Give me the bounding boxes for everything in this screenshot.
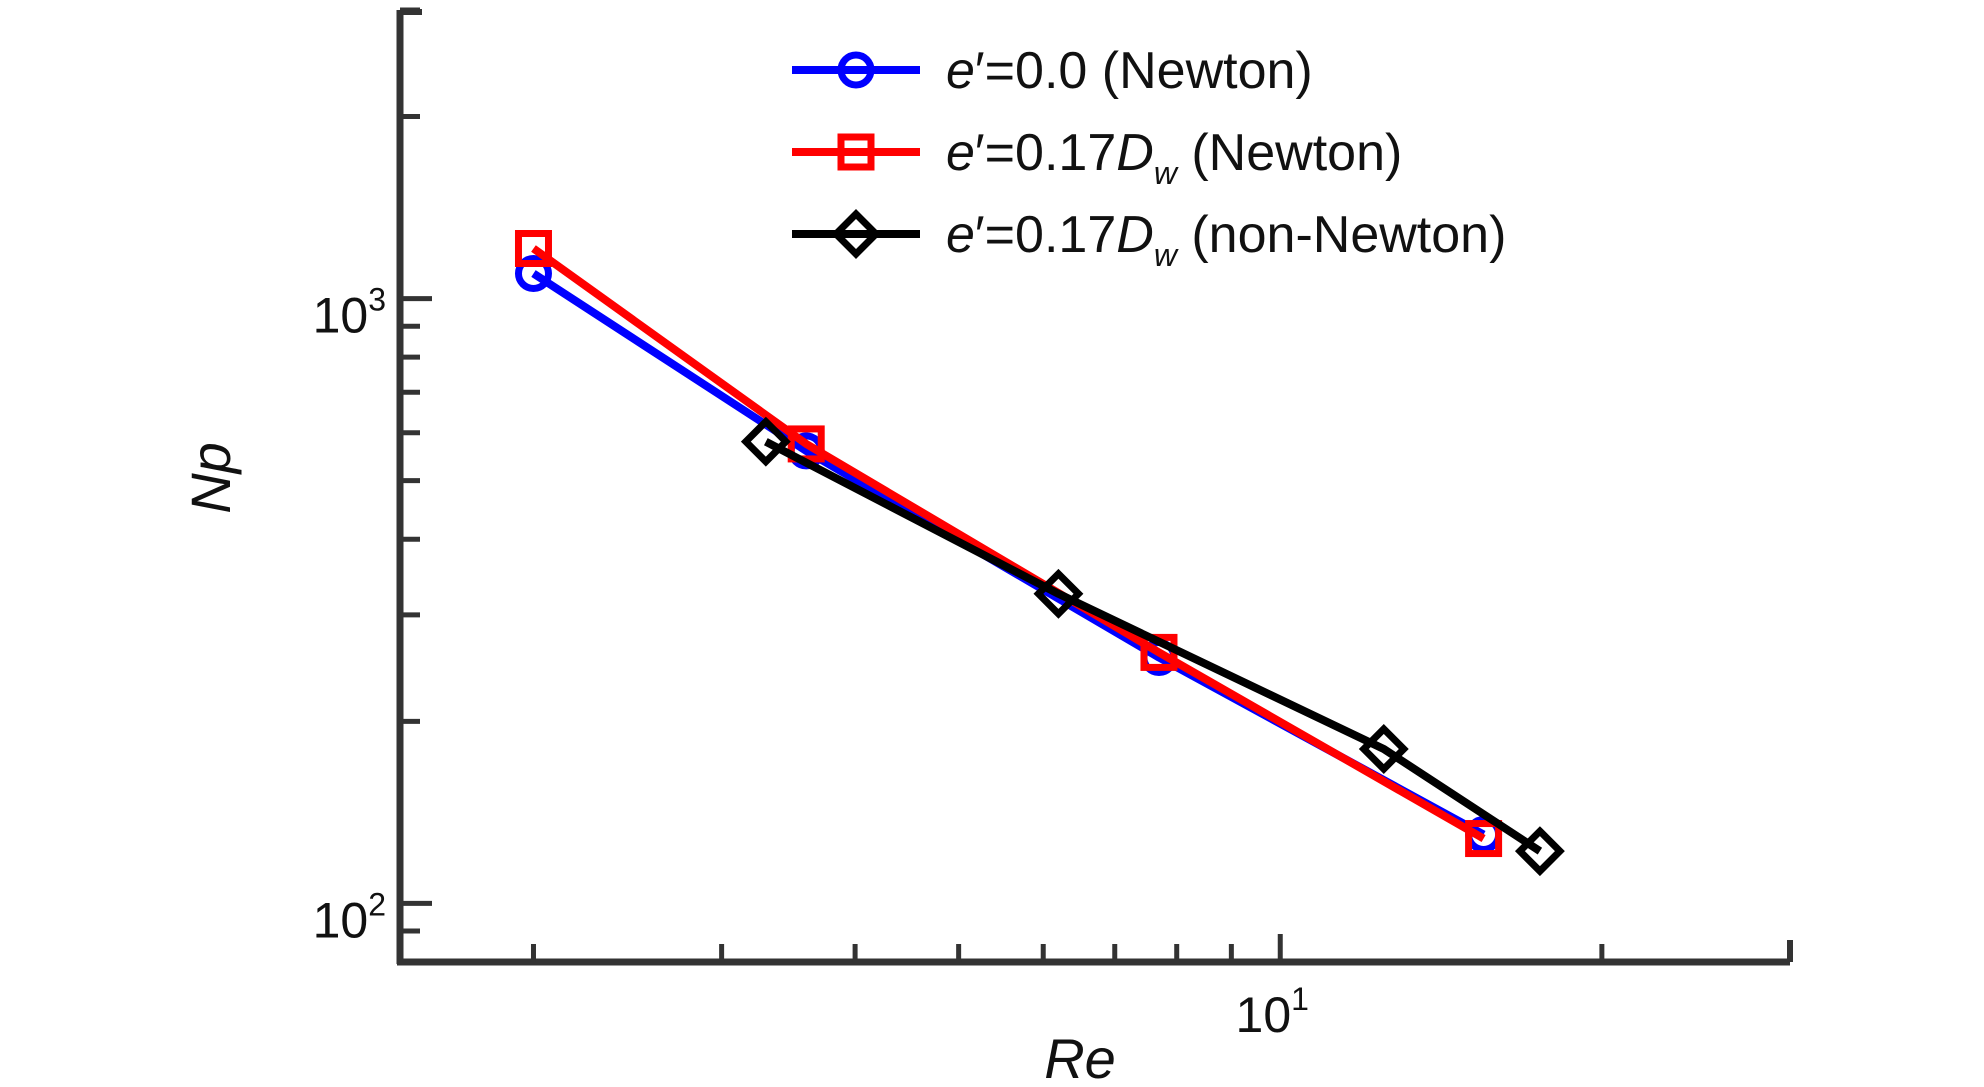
legend-marker-diamond — [831, 209, 881, 259]
data-point-diamond — [1514, 826, 1565, 877]
legend-entry-text: e′=0.0 (Newton) — [946, 42, 1313, 100]
data-point-square — [1465, 820, 1503, 858]
series-layer — [514, 230, 1565, 877]
y-tick-label: 102 — [313, 886, 386, 948]
x-tick-label: 101 — [1236, 981, 1309, 1043]
y-tick-label: 103 — [313, 282, 386, 344]
legend: e′=0.0 (Newton) e′=0.17Dw (Newton) e′=0.17… — [780, 25, 1540, 275]
series-diamond — [740, 416, 1565, 877]
data-point-diamond — [1033, 568, 1084, 619]
data-point-diamond — [740, 416, 791, 467]
legend-entry-text: e′=0.17Dw (Newton) — [946, 124, 1402, 191]
legend-entry-text: e′=0.17Dw (non-Newton) — [946, 206, 1506, 273]
series-line — [531, 270, 1486, 838]
x-axis-label: Re — [1044, 1027, 1116, 1087]
y-axis-ticks: 102 103 — [313, 7, 432, 965]
data-point-circle — [514, 255, 552, 293]
legend-marker-circle — [837, 51, 875, 89]
series-line — [531, 245, 1486, 843]
data-point-square — [514, 230, 552, 268]
series-square — [514, 230, 1503, 858]
series-line — [763, 438, 1543, 855]
data-point-diamond — [1358, 724, 1409, 774]
y-axis-label: Np — [179, 442, 242, 514]
x-axis-ticks: 101 — [530, 934, 1793, 1043]
legend-marker-square — [837, 133, 875, 171]
